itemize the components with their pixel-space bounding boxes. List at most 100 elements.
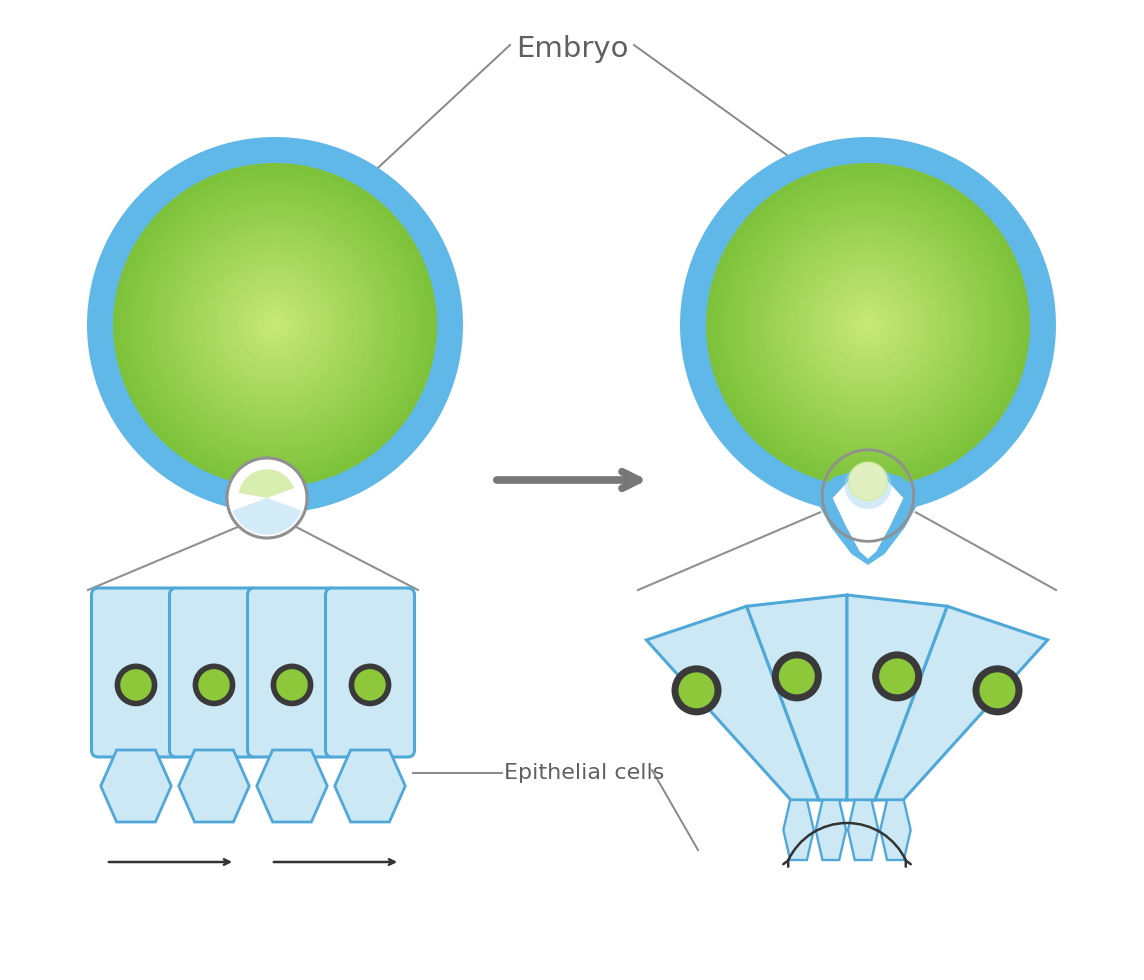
Circle shape [860, 317, 876, 333]
Circle shape [271, 321, 279, 329]
Circle shape [230, 280, 319, 369]
Circle shape [124, 173, 427, 477]
Circle shape [714, 172, 1022, 479]
Circle shape [116, 165, 435, 485]
Polygon shape [646, 607, 819, 800]
Circle shape [672, 665, 722, 715]
Circle shape [214, 265, 335, 386]
Circle shape [734, 191, 1002, 459]
Circle shape [221, 270, 329, 379]
Circle shape [769, 225, 967, 424]
Circle shape [276, 669, 308, 701]
Circle shape [852, 309, 884, 341]
Circle shape [267, 317, 283, 333]
Circle shape [787, 244, 950, 406]
Polygon shape [816, 800, 847, 860]
Circle shape [724, 181, 1011, 468]
Circle shape [251, 301, 300, 349]
Circle shape [803, 261, 932, 390]
Circle shape [216, 267, 334, 384]
Circle shape [184, 234, 366, 416]
Circle shape [809, 267, 927, 384]
Circle shape [133, 183, 416, 466]
Wedge shape [239, 469, 294, 498]
Polygon shape [833, 473, 904, 559]
Circle shape [853, 311, 882, 339]
Circle shape [245, 295, 305, 356]
Circle shape [148, 197, 403, 453]
Circle shape [263, 313, 287, 337]
Circle shape [979, 672, 1016, 709]
Circle shape [840, 297, 897, 354]
Circle shape [129, 179, 421, 470]
Circle shape [712, 170, 1024, 481]
Circle shape [271, 663, 313, 707]
Polygon shape [875, 607, 1048, 800]
Circle shape [253, 303, 297, 347]
Circle shape [87, 137, 463, 513]
Circle shape [243, 293, 308, 358]
Circle shape [730, 187, 1006, 463]
Circle shape [866, 323, 871, 327]
FancyBboxPatch shape [326, 588, 414, 757]
Circle shape [206, 256, 344, 394]
Circle shape [845, 303, 890, 347]
Circle shape [192, 242, 358, 408]
Circle shape [811, 269, 924, 381]
Circle shape [710, 167, 1026, 483]
Circle shape [235, 284, 316, 366]
Circle shape [850, 307, 887, 343]
Circle shape [121, 172, 429, 479]
Circle shape [848, 305, 888, 345]
Circle shape [771, 227, 966, 422]
Circle shape [817, 274, 919, 375]
Circle shape [764, 221, 971, 428]
Circle shape [237, 286, 313, 364]
Circle shape [879, 659, 915, 695]
Wedge shape [232, 498, 302, 535]
Circle shape [753, 210, 984, 440]
Circle shape [801, 258, 935, 392]
Circle shape [821, 278, 914, 371]
Circle shape [164, 214, 387, 436]
Polygon shape [101, 750, 172, 822]
FancyBboxPatch shape [169, 588, 259, 757]
Circle shape [213, 263, 337, 388]
Circle shape [824, 280, 913, 369]
Circle shape [185, 236, 364, 415]
Circle shape [826, 282, 911, 368]
Circle shape [785, 242, 951, 408]
Circle shape [232, 282, 318, 368]
Circle shape [240, 291, 309, 360]
Circle shape [140, 189, 411, 461]
Circle shape [132, 181, 419, 468]
Circle shape [848, 462, 888, 501]
Circle shape [795, 252, 940, 398]
Circle shape [227, 276, 324, 373]
Circle shape [269, 318, 281, 331]
Circle shape [872, 652, 922, 702]
Circle shape [678, 672, 715, 709]
Circle shape [192, 663, 236, 707]
Circle shape [758, 216, 977, 434]
Circle shape [856, 313, 880, 337]
FancyBboxPatch shape [92, 588, 181, 757]
Circle shape [789, 246, 947, 404]
Circle shape [737, 193, 1000, 457]
Circle shape [835, 293, 900, 358]
Polygon shape [335, 750, 405, 822]
Text: Embryo: Embryo [516, 35, 628, 63]
Circle shape [127, 177, 423, 472]
Circle shape [861, 318, 874, 331]
Circle shape [837, 295, 898, 356]
Circle shape [248, 299, 301, 351]
Circle shape [143, 193, 406, 457]
Circle shape [145, 195, 405, 455]
Circle shape [805, 263, 931, 388]
Circle shape [782, 240, 953, 410]
Circle shape [113, 163, 437, 487]
Circle shape [176, 225, 374, 424]
Polygon shape [848, 800, 879, 860]
Circle shape [813, 270, 923, 379]
Circle shape [208, 258, 342, 392]
